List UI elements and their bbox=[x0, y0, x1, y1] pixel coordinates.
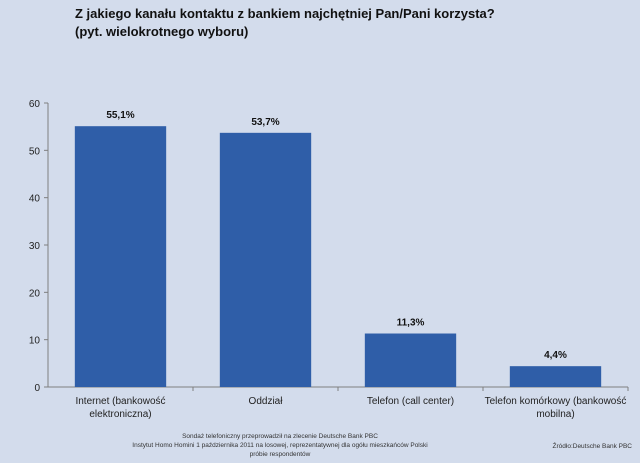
data-label: 53,7% bbox=[251, 117, 279, 128]
bar bbox=[219, 132, 312, 387]
bar bbox=[364, 333, 457, 387]
data-label: 4,4% bbox=[544, 350, 567, 361]
category-label: elektroniczna) bbox=[89, 409, 151, 420]
y-tick-label: 30 bbox=[29, 241, 41, 252]
y-tick-label: 10 bbox=[29, 336, 41, 347]
source-note: Źródło:Deutsche Bank PBC bbox=[552, 443, 632, 450]
y-tick-label: 20 bbox=[29, 288, 41, 299]
survey-note-line1: Sondaż telefoniczny przeprowadził na zle… bbox=[182, 433, 378, 440]
bar-chart: 0 10 20 30 40 50 60 55,1% Internet (bankowość ele… bbox=[29, 99, 629, 420]
bar bbox=[74, 126, 167, 388]
survey-note-line3: próbie respondentów bbox=[249, 451, 311, 458]
category-label: Telefon (call center) bbox=[367, 396, 454, 407]
y-tick-label: 50 bbox=[29, 146, 41, 157]
y-tick-label: 40 bbox=[29, 194, 41, 205]
data-label: 55,1% bbox=[106, 110, 134, 121]
y-tick-label: 0 bbox=[34, 383, 40, 394]
survey-note-line2: Instytut Homo Homini 1 października 2011… bbox=[132, 442, 428, 449]
chart-title-line2: (pyt. wielokrotnego wyboru) bbox=[75, 24, 249, 39]
category-label: Internet (bankowość bbox=[75, 396, 165, 407]
category-label: Oddział bbox=[249, 396, 284, 407]
chart-title-line1: Z jakiego kanału kontaktu z bankiem najc… bbox=[75, 6, 495, 21]
bar bbox=[509, 366, 602, 387]
survey-note: Sondaż telefoniczny przeprowadził na zle… bbox=[0, 432, 560, 459]
category-label: Telefon komórkowy (bankowość bbox=[485, 396, 627, 407]
category-label: mobilna) bbox=[536, 409, 574, 420]
chart-title: Z jakiego kanału kontaktu z bankiem najc… bbox=[75, 5, 615, 41]
y-tick-label: 60 bbox=[29, 99, 41, 110]
data-label: 11,3% bbox=[397, 318, 425, 329]
